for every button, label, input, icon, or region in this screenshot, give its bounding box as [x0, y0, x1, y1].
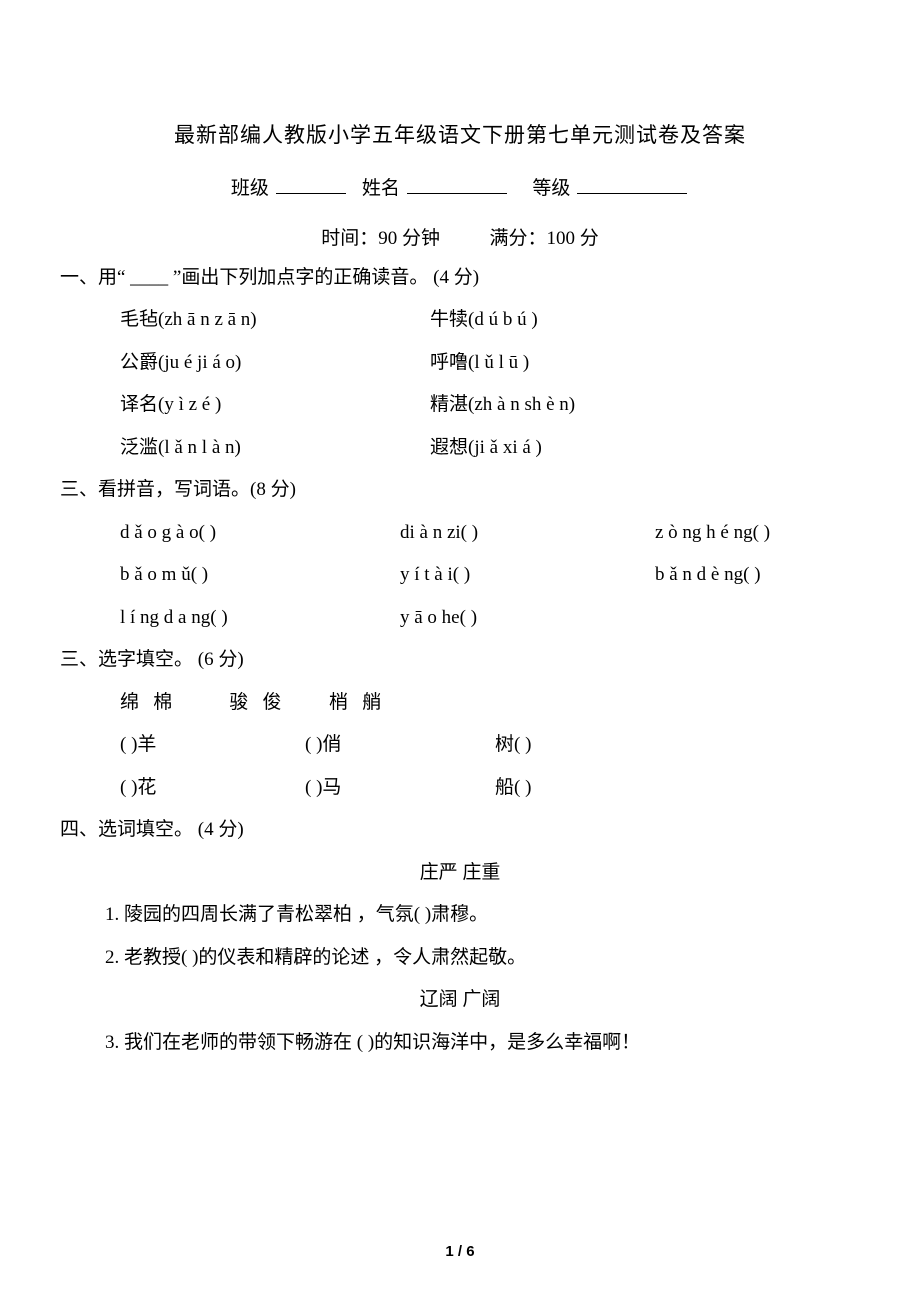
s3-item: ( )羊 [120, 731, 305, 760]
s2-item: y í t à i( ) [400, 561, 655, 590]
student-info-line: 班级 姓名 等级 [60, 174, 860, 204]
s2-item: di à n zi( ) [400, 519, 655, 548]
section-2-heading: 三、看拼音，写词语。(8 分) [60, 476, 860, 505]
s1-item: 牛犊(d ú b ú ) [430, 306, 538, 335]
s3-item: ( )马 [305, 774, 495, 803]
class-label: 班级 [231, 178, 269, 199]
s1-row: 公爵(ju é ji á o) 呼噜(l ǔ l ū ) [120, 349, 860, 378]
s4-q1: 1. 陵园的四周长满了青松翠柏 ，气氛( )肃穆。 [105, 901, 860, 930]
section-3-heading: 三、选字填空。 (6 分) [60, 646, 860, 675]
s2-item: y ā o he( ) [400, 604, 655, 633]
s3-row: ( )羊 ( )俏 树( ) [120, 731, 860, 760]
time-value: 90 分钟 [378, 228, 440, 249]
s4-q2: 2. 老教授( )的仪表和精辟的论述 ，令人肃然起敬。 [105, 944, 860, 973]
grade-blank[interactable] [577, 174, 687, 194]
section-1-heading: 一、用“ ____ ”画出下列加点字的正确读音。 (4 分) [60, 264, 860, 293]
name-blank[interactable] [407, 174, 507, 194]
s1-item: 精湛(zh à n sh è n) [430, 391, 575, 420]
page-title: 最新部编人教版小学五年级语文下册第七单元测试卷及答案 [60, 120, 860, 152]
s3-row: ( )花 ( )马 船( ) [120, 774, 860, 803]
name-label: 姓名 [362, 178, 400, 199]
s2-row: l í ng d a ng( ) y ā o he( ) [120, 604, 860, 633]
s4-q3: 3. 我们在老师的带领下畅游在 ( )的知识海洋中，是多么幸福啊！ [105, 1029, 860, 1058]
s2-row: d ǎ o g à o( ) di à n zi( ) z ò ng h é n… [120, 519, 860, 548]
full-value: 100 分 [547, 228, 599, 249]
time-full-line: 时间：90 分钟 满分：100 分 [60, 225, 860, 254]
s1-row: 毛毡(zh ā n z ā n) 牛犊(d ú b ú ) [120, 306, 860, 335]
s3-item: ( )花 [120, 774, 305, 803]
s3-item: ( )俏 [305, 731, 495, 760]
s2-item: l í ng d a ng( ) [120, 604, 400, 633]
s2-row: b ǎ o m ǔ( ) y í t à i( ) b ǎ n d è ng( … [120, 561, 860, 590]
s1-item: 毛毡(zh ā n z ā n) [120, 306, 430, 335]
s2-item: d ǎ o g à o( ) [120, 519, 400, 548]
page-number: 1 / 6 [0, 1241, 920, 1264]
s2-item: b ǎ n d è ng( ) [655, 561, 761, 590]
exam-page: 最新部编人教版小学五年级语文下册第七单元测试卷及答案 班级 姓名 等级 时间：9… [0, 0, 920, 1303]
s3-char-pairs: 绵 棉 骏 俊 梢 艄 [120, 689, 860, 718]
time-label: 时间： [321, 228, 378, 249]
s4-word-pair-1: 庄严 庄重 [60, 859, 860, 888]
section-4-heading: 四、选词填空。 (4 分) [60, 816, 860, 845]
full-label: 满分： [490, 228, 547, 249]
s1-row: 泛滥(l ǎ n l à n) 遐想(ji ǎ xi á ) [120, 434, 860, 463]
s1-item: 公爵(ju é ji á o) [120, 349, 430, 378]
s3-item: 树( ) [495, 731, 531, 760]
grade-label: 等级 [532, 178, 570, 199]
s1-item: 遐想(ji ǎ xi á ) [430, 434, 542, 463]
s4-word-pair-2: 辽阔 广阔 [60, 986, 860, 1015]
s3-item: 船( ) [495, 774, 531, 803]
s1-item: 泛滥(l ǎ n l à n) [120, 434, 430, 463]
s1-row: 译名(y ì z é ) 精湛(zh à n sh è n) [120, 391, 860, 420]
class-blank[interactable] [276, 174, 346, 194]
s1-item: 译名(y ì z é ) [120, 391, 430, 420]
s2-item: b ǎ o m ǔ( ) [120, 561, 400, 590]
s2-item: z ò ng h é ng( ) [655, 519, 770, 548]
s1-item: 呼噜(l ǔ l ū ) [430, 349, 529, 378]
